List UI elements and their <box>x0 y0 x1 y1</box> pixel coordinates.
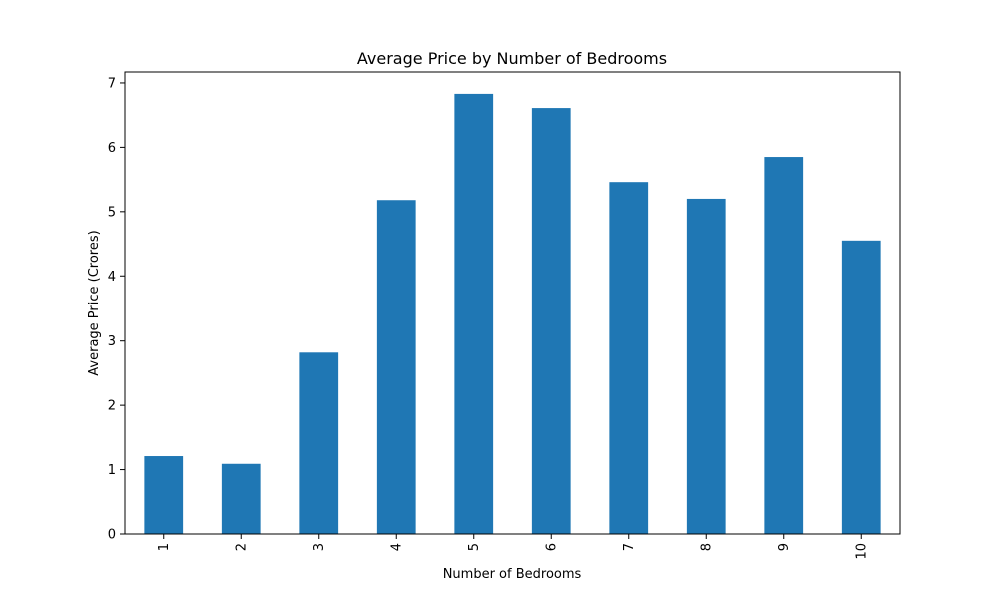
x-tick-label-10: 10 <box>854 543 869 560</box>
bar-3 <box>299 352 339 534</box>
y-axis-ticks: 0 1 2 3 4 5 6 7 <box>108 76 125 543</box>
x-axis-ticks: 1 2 3 4 5 6 7 8 9 10 <box>157 534 869 560</box>
y-tick-label-1: 1 <box>108 463 116 478</box>
y-tick-label-7: 7 <box>108 76 116 91</box>
x-tick-label-3: 3 <box>312 543 327 551</box>
plot-frame <box>124 71 901 535</box>
x-tick-label-6: 6 <box>544 543 559 551</box>
y-tick-label-5: 5 <box>108 205 116 220</box>
bar-7 <box>609 182 649 535</box>
bar-10 <box>841 240 881 535</box>
bar-8 <box>686 198 726 534</box>
y-axis-title: Average Price (Crores) <box>87 230 102 375</box>
x-axis-title: Number of Bedrooms <box>443 567 582 582</box>
x-tick-label-5: 5 <box>467 543 482 551</box>
y-tick-label-2: 2 <box>108 399 116 414</box>
y-tick-label-4: 4 <box>108 270 116 285</box>
x-tick-label-2: 2 <box>234 543 249 551</box>
y-tick-label-6: 6 <box>108 141 116 156</box>
x-tick-label-7: 7 <box>622 543 637 551</box>
x-tick-label-4: 4 <box>389 543 404 551</box>
y-tick-label-3: 3 <box>108 334 116 349</box>
y-tick-label-0: 0 <box>108 528 116 543</box>
bar-5 <box>454 93 494 534</box>
bar-4 <box>376 200 416 534</box>
bar-1 <box>144 456 184 534</box>
chart-title: Average Price by Number of Bedrooms <box>357 49 667 68</box>
bar-2 <box>221 463 261 534</box>
x-tick-label-9: 9 <box>777 543 792 551</box>
x-tick-label-8: 8 <box>699 543 714 551</box>
bar-6 <box>531 108 571 534</box>
x-tick-label-1: 1 <box>157 543 172 551</box>
bars-group <box>144 93 881 535</box>
bar-9 <box>764 157 804 535</box>
